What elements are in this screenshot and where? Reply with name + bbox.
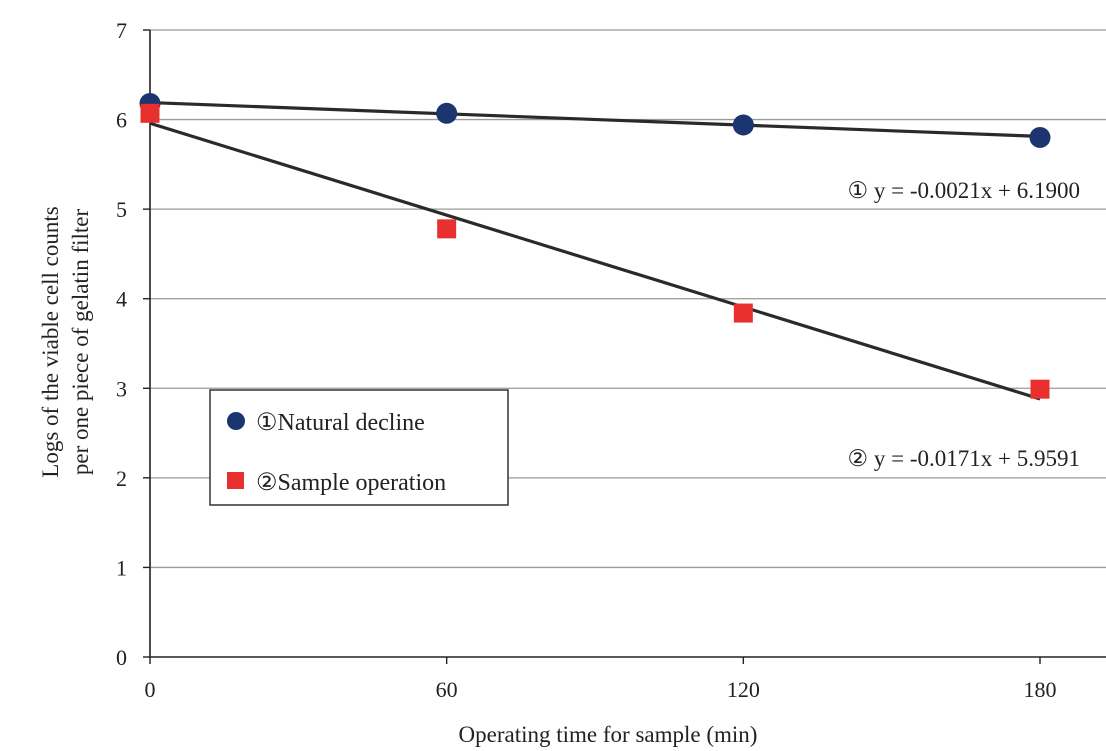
data-point-sample-operation-120 (733, 303, 753, 323)
trendlines (149, 100, 1041, 401)
legend-marker-natural-decline (227, 412, 245, 430)
axes (143, 29, 1106, 664)
x-tick-label-120: 120 (727, 677, 760, 702)
legend-label-sample-operation: ②Sample operation (256, 470, 446, 496)
trendline-equation-2: ② y = -0.0171x + 5.9591 (848, 446, 1080, 471)
y-tick-label-5: 5 (116, 197, 127, 222)
y-tick-label-7: 7 (116, 18, 127, 43)
legend: ①Natural decline ②Sample operation (209, 389, 509, 506)
y-tick-label-6: 6 (116, 108, 127, 133)
y-axis-title-line-1: Logs of the viable cell counts (38, 206, 63, 478)
y-axis-title: Logs of the viable cell counts per one p… (38, 206, 93, 478)
data-point-natural-decline-120 (732, 114, 754, 136)
data-point-sample-operation-180 (1030, 379, 1050, 399)
x-tick-label-180: 180 (1024, 677, 1057, 702)
y-tick-label-1: 1 (116, 555, 127, 580)
y-tick-label-0: 0 (116, 645, 127, 670)
legend-box (209, 389, 509, 506)
legend-marker-sample-operation (227, 472, 244, 489)
y-tick-label-2: 2 (116, 466, 127, 491)
x-tick-label-0: 0 (145, 677, 156, 702)
x-tick-label-60: 60 (436, 677, 458, 702)
x-axis-title: Operating time for sample (min) (459, 722, 758, 747)
trendline-series-1 (149, 100, 1041, 139)
y-tick-label-3: 3 (116, 376, 127, 401)
trendline-series-2 (149, 121, 1041, 401)
tick-labels: 0 1 2 3 4 5 6 7 0 60 120 180 (116, 18, 1057, 702)
data-point-sample-operation-0 (140, 103, 160, 123)
legend-label-natural-decline: ①Natural decline (256, 410, 425, 436)
data-points (139, 92, 1051, 399)
data-point-sample-operation-60 (437, 219, 457, 239)
data-point-natural-decline-180 (1029, 126, 1051, 148)
data-point-natural-decline-60 (436, 102, 458, 124)
y-axis-title-line-2: per one piece of gelatin filter (68, 209, 93, 476)
y-tick-label-4: 4 (116, 287, 127, 312)
trendline-equation-1: ① y = -0.0021x + 6.1900 (848, 178, 1080, 203)
equations: ① y = -0.0021x + 6.1900 ② y = -0.0171x + … (848, 178, 1080, 471)
